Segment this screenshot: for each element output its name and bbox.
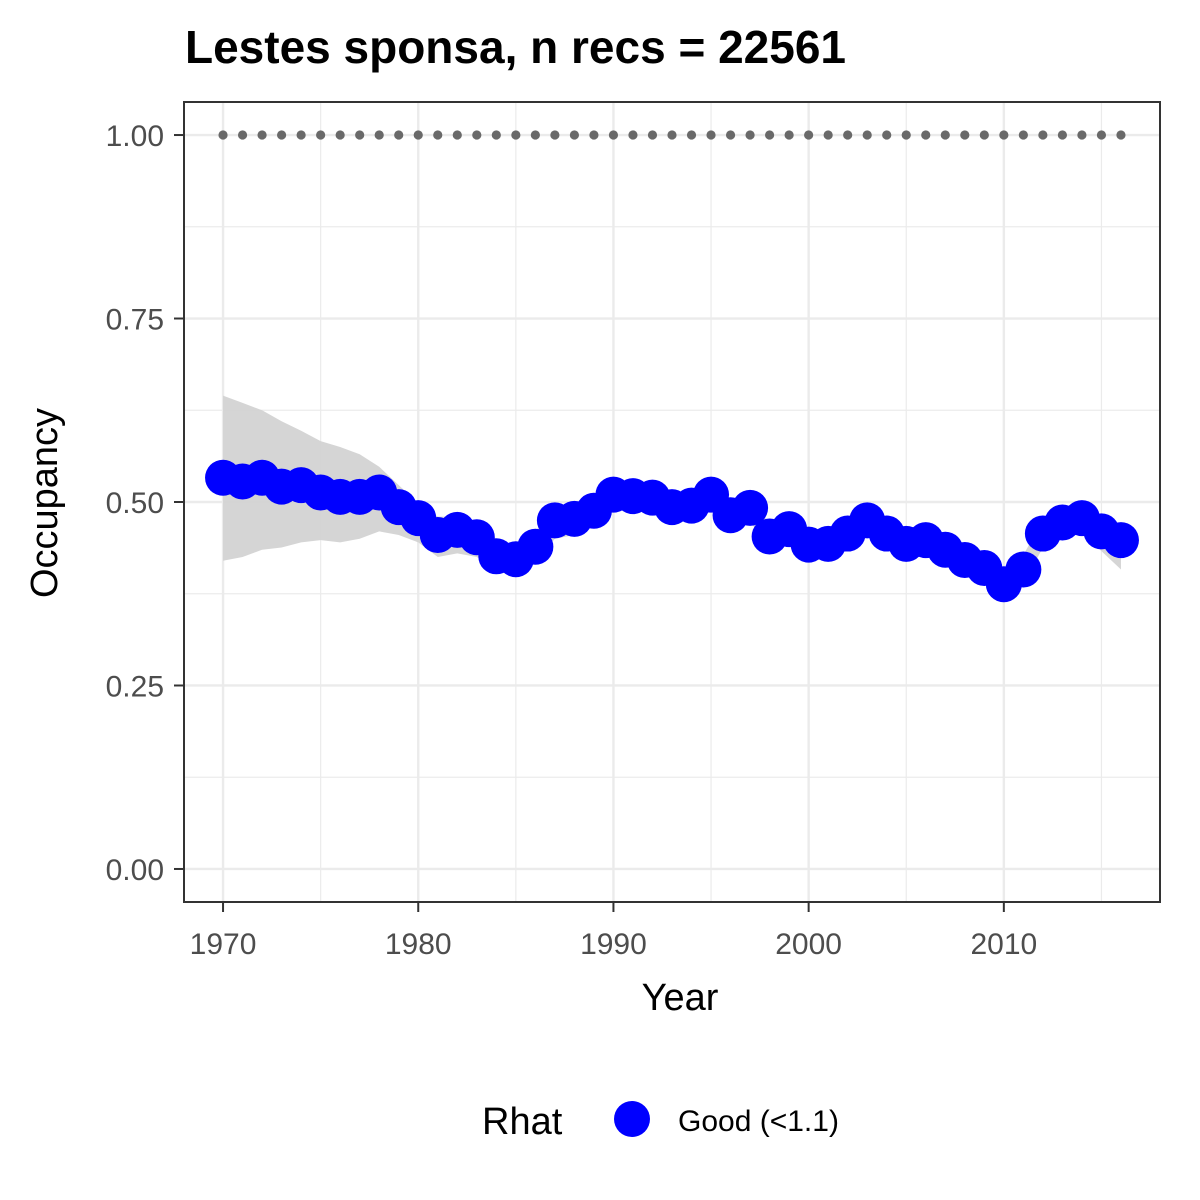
legend-title: Rhat — [482, 1101, 563, 1143]
y-axis-title: Occupancy — [24, 408, 66, 598]
reference-dot — [569, 130, 580, 140]
x-axis-title: Year — [642, 977, 719, 1019]
reference-dot — [296, 130, 306, 140]
reference-dot — [472, 130, 482, 140]
reference-dot — [218, 130, 228, 140]
chart-title: Lestes sponsa, n recs = 22561 — [185, 21, 846, 73]
reference-dot — [277, 130, 287, 140]
reference-dot — [589, 130, 599, 140]
y-tick-label: 0.50 — [106, 487, 164, 520]
reference-dot — [686, 130, 697, 140]
reference-dot — [706, 130, 716, 140]
x-axis: 1970 1980 1990 2000 2010 — [190, 902, 1037, 961]
reference-dot — [1116, 130, 1126, 140]
reference-dot — [1096, 130, 1107, 140]
reference-dot — [491, 130, 501, 140]
x-tick-label: 2000 — [775, 928, 842, 961]
reference-dot — [530, 130, 540, 140]
reference-dot — [999, 130, 1009, 140]
reference-dot — [784, 130, 794, 140]
reference-dot — [1057, 130, 1067, 140]
reference-dots-layer — [218, 130, 1126, 140]
occupancy-point — [732, 489, 769, 526]
reference-dot — [862, 130, 872, 140]
reference-dot — [745, 130, 755, 140]
legend-label-good: Good (<1.1) — [678, 1105, 839, 1138]
reference-dot — [316, 130, 326, 140]
reference-dot — [901, 130, 911, 140]
reference-dot — [940, 130, 950, 140]
reference-dot — [452, 130, 462, 140]
occupancy-point — [1102, 522, 1139, 559]
x-tick-label: 1980 — [385, 928, 452, 961]
reference-dot — [374, 130, 384, 140]
legend-key-good — [614, 1101, 650, 1137]
reference-dot — [335, 130, 345, 140]
reference-dot — [1018, 130, 1028, 140]
reference-dot — [823, 130, 833, 140]
x-tick-label: 1970 — [190, 928, 257, 961]
y-tick-label: 0.00 — [106, 854, 164, 887]
reference-dot — [921, 130, 931, 140]
occupancy-point — [1005, 551, 1042, 588]
occupancy-point — [517, 528, 554, 565]
reference-dot — [960, 130, 970, 140]
reference-dot — [667, 130, 677, 140]
reference-dot — [1077, 130, 1087, 140]
reference-dot — [647, 130, 658, 140]
reference-dot — [511, 130, 521, 140]
reference-dot — [804, 130, 814, 140]
y-tick-label: 0.75 — [106, 304, 164, 337]
reference-dot — [843, 130, 853, 140]
reference-dot — [550, 130, 560, 140]
y-axis: 0.00 0.25 0.50 0.75 1.00 — [106, 120, 184, 887]
reference-dot — [628, 130, 638, 140]
reference-dot — [608, 130, 619, 140]
reference-dot — [979, 130, 989, 140]
y-tick-label: 1.00 — [106, 120, 164, 153]
reference-dot — [882, 130, 892, 140]
y-tick-label: 0.25 — [106, 670, 164, 703]
reference-dot — [725, 130, 736, 140]
x-tick-label: 2010 — [970, 928, 1037, 961]
reference-dot — [765, 130, 775, 140]
occupancy-points-layer — [205, 459, 1139, 603]
reference-dot — [355, 130, 365, 140]
reference-dot — [237, 130, 248, 140]
reference-dot — [413, 130, 423, 140]
legend: Rhat Good (<1.1) — [482, 1101, 839, 1143]
reference-dot — [1038, 130, 1048, 140]
reference-dot — [257, 130, 267, 140]
reference-dot — [394, 130, 404, 140]
x-tick-label: 1990 — [580, 928, 647, 961]
reference-dot — [433, 130, 443, 140]
